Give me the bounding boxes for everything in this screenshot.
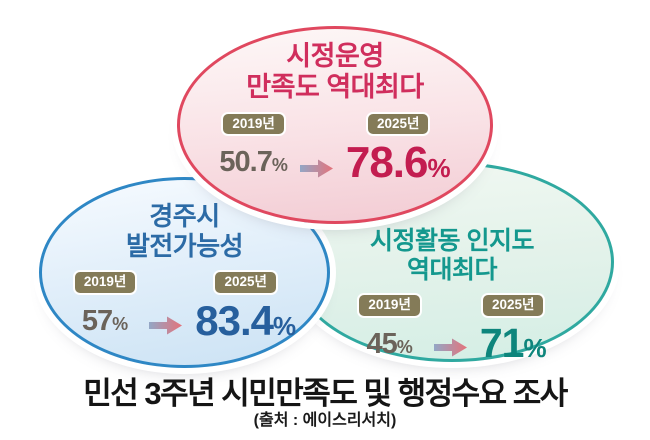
stats-row: 2019년 57% 2025년 83.4% [72, 270, 296, 342]
bubble-title-line1: 시정활동 인지도 [370, 227, 534, 255]
year-badge-2019: 2019년 [221, 111, 286, 137]
value-unit: % [273, 310, 297, 341]
value-number: 45 [366, 327, 397, 360]
stats-row: 2019년 50.7% 2025년 78.6% [219, 111, 451, 186]
value-2025: 78.6% [346, 141, 451, 185]
bubble-title: 시정활동 인지도 역대최다 [370, 227, 534, 284]
value-2025: 71% [479, 319, 547, 366]
bubble-title: 시정운영 만족도 역대최다 [246, 41, 424, 103]
year-badge-2019: 2019년 [357, 293, 422, 318]
stat-2019: 2019년 45% [357, 293, 422, 360]
value-number: 50.7 [219, 146, 272, 179]
stat-2019: 2019년 50.7% [219, 111, 288, 178]
value-number: 83.4 [195, 296, 274, 344]
stat-2019: 2019년 57% [72, 270, 138, 337]
value-number: 57 [81, 304, 113, 337]
year-badge-2025: 2025년 [213, 270, 278, 295]
year-badge-2025: 2025년 [481, 293, 546, 318]
value-2019: 57% [81, 304, 129, 337]
bubble-title-line2: 발전가능성 [125, 230, 244, 261]
bubble-title: 경주시 발전가능성 [125, 201, 244, 261]
year-badge-2019: 2019년 [72, 270, 138, 295]
value-unit: % [112, 313, 129, 334]
stat-2025: 2025년 83.4% [195, 270, 296, 342]
value-2019: 50.7% [219, 148, 287, 177]
value-unit: % [396, 336, 413, 357]
value-number: 78.6 [345, 138, 429, 188]
bubble-title-line1: 경주시 [149, 201, 220, 231]
bubble-title-line1: 시정운영 [286, 41, 384, 71]
trend-arrow-icon [299, 159, 333, 178]
survey-title: 민선 3주년 시민만족도 및 행정수요 조사 [83, 376, 568, 411]
bubble-title-line2: 역대최다 [406, 255, 498, 284]
value-number: 71 [479, 319, 525, 366]
value-unit: % [271, 155, 288, 176]
value-2025: 83.4% [195, 296, 297, 344]
value-unit: % [427, 153, 451, 184]
trend-arrow-icon [433, 338, 467, 357]
bubble-city-operation-satisfaction: 시정운영 만족도 역대최다 2019년 50.7% 2025년 78.6% [177, 26, 493, 224]
survey-source: (출처 : 에이스리서치) [253, 412, 397, 429]
year-badge-2025: 2025년 [366, 111, 431, 137]
value-unit: % [523, 332, 547, 363]
bubble-title-line2: 만족도 역대최다 [246, 71, 424, 102]
stat-2025: 2025년 71% [480, 293, 547, 364]
value-2019: 45% [366, 327, 413, 360]
stat-2025: 2025년 78.6% [346, 111, 451, 186]
trend-arrow-icon [149, 316, 183, 335]
stats-row: 2019년 45% 2025년 71% [357, 293, 547, 364]
